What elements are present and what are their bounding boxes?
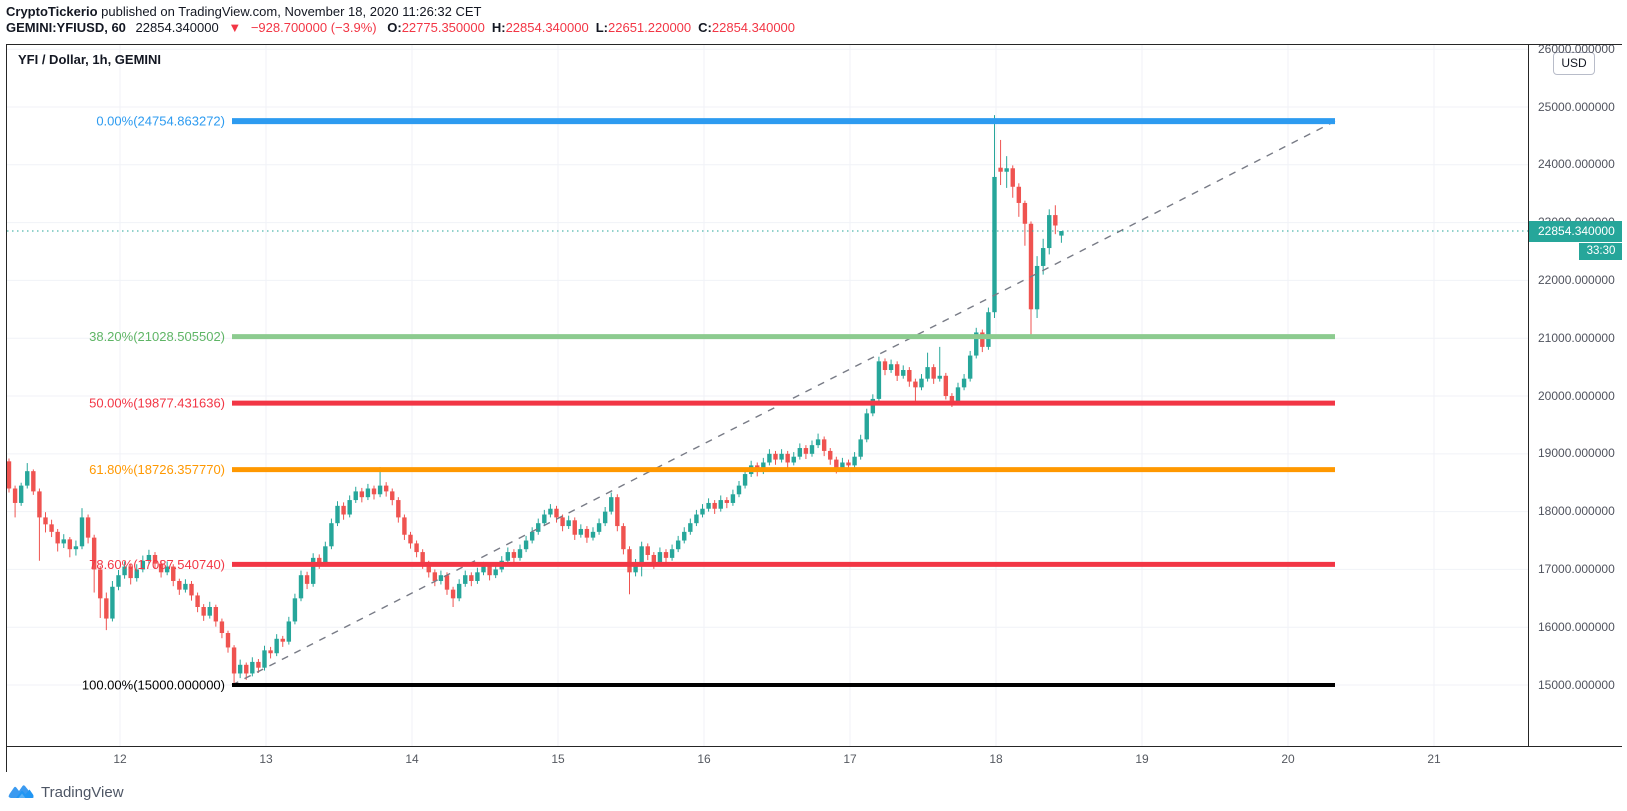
quote-row: GEMINI:YFIUSD, 60 22854.340000 ▼ −928.70… [6,20,795,35]
ohlc-value: 22651.220000 [608,20,692,35]
last-price-value: 22854.340000 [135,20,219,35]
symbol-interval: GEMINI:YFIUSD, 60 [6,20,126,35]
ohlc-readout: O:22775.350000 H:22854.340000 L:22651.2200… [380,20,795,35]
time-tick: 16 [697,752,711,766]
time-tick: 18 [989,752,1003,766]
ohlc-label: L: [595,20,608,35]
price-tick: 21000.000000 [1538,330,1615,345]
fib-label-0.00%: 0.00%(24754.863272) [96,114,225,129]
price-tick: 19000.000000 [1538,446,1615,461]
fib-label-78.60%: 78.60%(17087.540740) [89,557,225,572]
price-tick: 18000.000000 [1538,504,1615,519]
fib-label-100.00%: 100.00%(15000.000000) [82,678,225,693]
candles-layer [7,115,1064,686]
grid-layer [7,45,1528,746]
chart-legend-title[interactable]: YFI / Dollar, 1h, GEMINI [18,52,162,67]
time-tick: 12 [113,752,127,766]
price-axis[interactable]: USD 26000.000000 25000.000000 24000.000000… [1528,45,1622,746]
time-axis[interactable]: 12 13 14 15 16 17 18 19 20 21 [7,746,1622,772]
time-tick: 17 [843,752,857,766]
ohlc-label: C: [698,20,712,35]
candlestick-chart[interactable]: 0.00%(24754.863272) 38.20%(21028.505502) 5… [7,45,1528,746]
time-tick: 20 [1281,752,1295,766]
price-tick: 17000.000000 [1538,561,1615,576]
price-tick: 15000.000000 [1538,677,1615,692]
change-arrow-icon: ▼ [228,20,242,35]
byline: CryptoTickerio published on TradingView.… [6,4,482,19]
ohlc-value: 22854.340000 [505,20,589,35]
price-tick: 20000.000000 [1538,388,1615,403]
time-tick: 15 [551,752,565,766]
fib-label-50.00%: 50.00%(19877.431636) [89,396,225,411]
currency-toggle-button[interactable]: USD [1553,52,1595,75]
fib-retracement-layer[interactable]: 0.00%(24754.863272) 38.20%(21028.505502) 5… [82,114,1335,693]
ohlc-label: O: [387,20,402,35]
ohlc-value: 22854.340000 [711,20,796,35]
fib-label-38.20%: 38.20%(21028.505502) [89,329,225,344]
change-value: −928.700000 (−3.9%) [250,20,377,35]
price-tick: 22000.000000 [1538,272,1615,287]
time-tick: 19 [1135,752,1149,766]
tradingview-logo-icon [8,785,34,798]
price-tick: 16000.000000 [1538,619,1615,634]
time-tick: 13 [259,752,273,766]
tradingview-logo[interactable]: TradingView [8,781,124,803]
tradingview-logo-text: TradingView [41,783,124,801]
time-tick: 14 [405,752,419,766]
price-tick: 25000.000000 [1538,99,1615,114]
last-price-badge: 22854.340000 [1529,220,1622,242]
ohlc-value: 22775.350000 [401,20,485,35]
byline-text: published on TradingView.com, November 1… [97,4,482,19]
chart-plot-area[interactable]: 0.00%(24754.863272) 38.20%(21028.505502) 5… [7,45,1528,746]
price-tick: 26000.000000 [1538,45,1615,56]
author-name: CryptoTickerio [6,4,98,19]
price-tick: 24000.000000 [1538,157,1615,172]
bar-countdown-badge: 33:30 [1579,242,1622,260]
fib-label-61.80%: 61.80%(18726.357770) [89,462,225,477]
time-tick: 21 [1427,752,1441,766]
ohlc-label: H: [491,20,506,35]
